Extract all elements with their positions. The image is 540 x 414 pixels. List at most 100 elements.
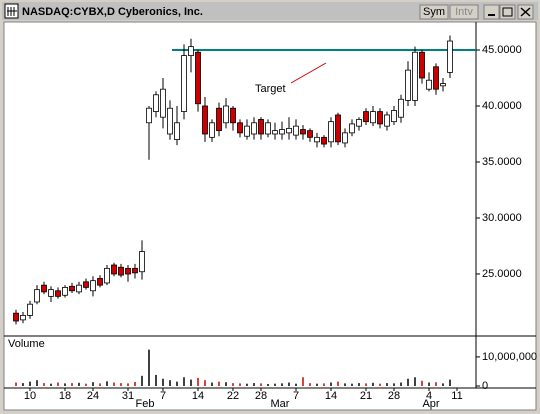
candle-body: [167, 107, 173, 135]
candle-body: [426, 79, 432, 90]
candle-body: [139, 251, 145, 273]
month-label: Apr: [422, 398, 439, 410]
candle-body: [83, 281, 89, 288]
volume-bar: [239, 383, 241, 386]
candle-body: [216, 107, 222, 132]
app-icon-glyph: [7, 7, 17, 16]
candle-body: [433, 66, 439, 90]
candle-body: [342, 132, 348, 144]
candle-body: [293, 125, 299, 136]
candle-body: [244, 125, 250, 137]
candle-body: [181, 55, 187, 112]
candle-body: [97, 278, 103, 286]
candle-body: [55, 290, 61, 297]
volume-bar: [267, 383, 269, 386]
candle-body: [20, 315, 26, 321]
volume-bar: [85, 383, 87, 386]
volume-bar: [211, 382, 213, 386]
volume-bar: [365, 383, 367, 386]
volume-bar: [337, 381, 339, 386]
intv-button[interactable]: [449, 4, 479, 20]
volume-bar: [71, 383, 73, 386]
candle-body: [370, 111, 376, 124]
candle-body: [363, 111, 369, 123]
volume-bar: [260, 383, 262, 386]
volume-bar: [449, 379, 451, 386]
volume-bar: [379, 383, 381, 386]
volume-bar: [22, 383, 24, 386]
candle-body: [286, 127, 292, 134]
volume-title: Volume: [8, 338, 45, 350]
title-bar: [2, 2, 538, 20]
x-tick-label: 31: [122, 390, 134, 402]
maximize-glyph: [502, 7, 513, 17]
candle-body: [132, 267, 138, 274]
candle-body: [314, 136, 320, 143]
annotation: Target: [255, 83, 286, 95]
volume-bar: [29, 381, 31, 386]
candle-body: [69, 285, 75, 292]
month-label: Feb: [136, 398, 155, 410]
x-tick-label: 21: [360, 390, 372, 402]
volume-bar: [323, 383, 325, 386]
volume-bar: [421, 380, 423, 386]
candle-body: [398, 98, 404, 118]
candle-body: [384, 114, 390, 127]
y-tick-label: 10,000,000: [482, 351, 537, 363]
y-tick-label: 30.0000: [482, 212, 522, 224]
x-tick-label: 4: [426, 390, 432, 402]
candle-body: [62, 287, 68, 296]
minimize-button[interactable]: [483, 4, 500, 20]
y-tick-label: 25.0000: [482, 268, 522, 280]
volume-bar: [183, 377, 185, 386]
sym-button-label[interactable]: Sym: [423, 6, 445, 18]
volume-bar: [162, 378, 164, 386]
x-tick-label: 7: [293, 390, 299, 402]
volume-bar: [36, 380, 38, 386]
x-tick-label: 24: [87, 390, 99, 402]
candle-body: [412, 51, 418, 101]
x-tick-label: 18: [59, 390, 71, 402]
candle-body: [405, 69, 411, 101]
x-tick-label: 14: [325, 390, 337, 402]
volume-bar: [435, 382, 437, 386]
volume-bar: [106, 381, 108, 386]
candle-body: [335, 114, 341, 143]
volume-bar: [113, 382, 115, 386]
x-tick-label: 14: [192, 390, 204, 402]
annotation-arrow: [290, 62, 327, 84]
volume-bar: [134, 381, 136, 386]
candle-body: [272, 130, 278, 135]
sym-button[interactable]: [419, 4, 449, 20]
volume-bar: [92, 382, 94, 386]
intv-button-label[interactable]: Intv: [455, 6, 473, 18]
volume-bar: [253, 383, 255, 386]
candle-body: [223, 105, 229, 124]
maximize-button[interactable]: [499, 4, 516, 20]
volume-bar: [288, 382, 290, 386]
candle-body: [27, 303, 33, 316]
candle-body: [300, 129, 306, 135]
x-tick-label: 28: [255, 390, 267, 402]
volume-bar: [351, 383, 353, 386]
candle-body: [321, 136, 327, 145]
volume-bar: [155, 374, 157, 386]
candle-body: [111, 264, 117, 275]
candle-body: [125, 267, 131, 275]
volume-bar: [169, 380, 171, 386]
volume-bar: [78, 382, 80, 386]
candle-body: [391, 110, 397, 123]
volume-bar: [407, 378, 409, 386]
volume-bar: [246, 383, 248, 386]
volume-bar: [386, 383, 388, 386]
x-tick-label: 11: [451, 390, 462, 402]
x-tick-label: 22: [227, 390, 239, 402]
candle-body: [160, 88, 166, 118]
candle-body: [349, 123, 355, 134]
candle-body: [265, 122, 271, 135]
y-tick-label: 40.0000: [482, 100, 522, 112]
volume-bar: [344, 383, 346, 386]
y-tick-label: 45.0000: [482, 44, 522, 56]
